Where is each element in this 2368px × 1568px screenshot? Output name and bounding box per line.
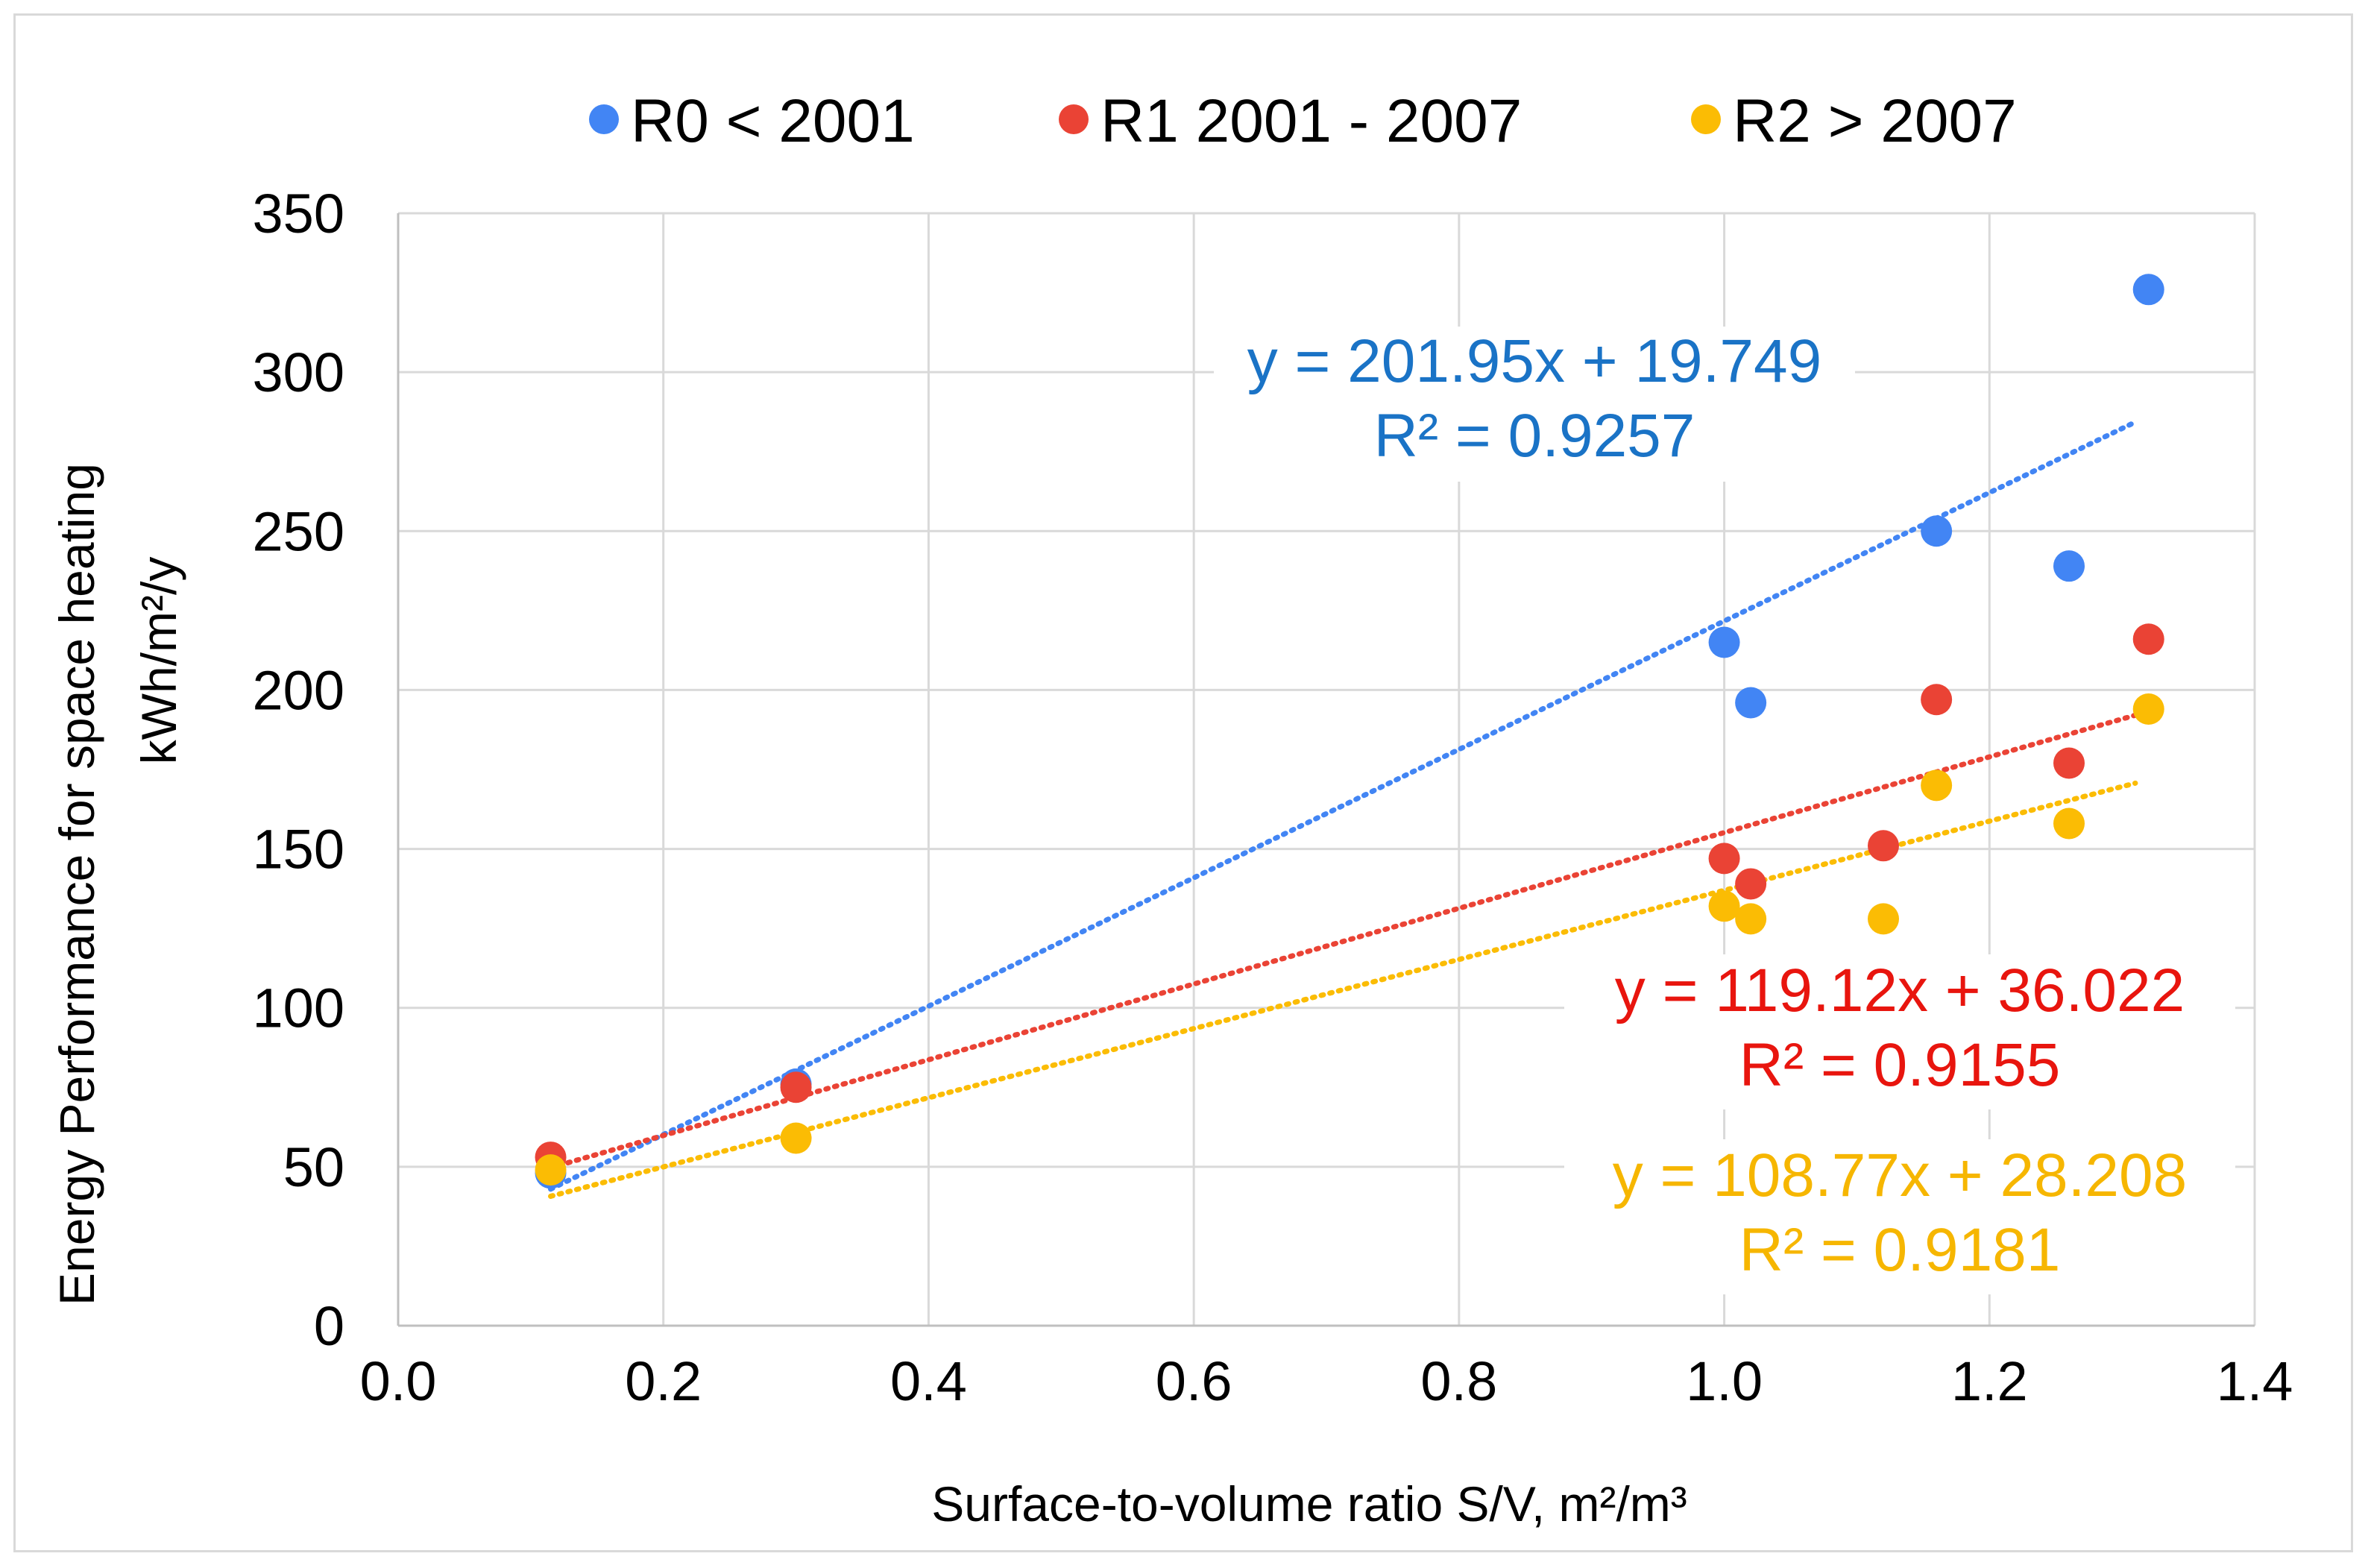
x-tick-label: 0.8 — [1420, 1350, 1497, 1412]
legend: R0 < 2001 R1 2001 - 2007 R2 > 2007 — [589, 87, 2017, 155]
data-point-series-0-3 — [1735, 687, 1767, 719]
legend-label-r2: R2 > 2007 — [1733, 87, 2017, 155]
trend-equation-r2: y = 108.77x + 28.208 — [1613, 1142, 2188, 1209]
trend-label-r2: y = 108.77x + 28.208 R² = 0.9181 — [1564, 1139, 2235, 1294]
data-point-series-1-1 — [780, 1071, 812, 1103]
trend-equation-r1: y = 119.12x + 36.022 — [1615, 957, 2185, 1024]
data-point-series-2-5 — [1921, 769, 1953, 802]
trend-r2-r0: R² = 0.9257 — [1374, 402, 1695, 470]
data-point-series-0-4 — [1921, 515, 1953, 547]
x-axis-title: Surface-to-volume ratio S/V, m²/m³ — [931, 1476, 1687, 1531]
x-tick-label: 0.0 — [360, 1350, 437, 1412]
data-point-series-2-7 — [2132, 693, 2164, 725]
x-tick-label: 0.4 — [890, 1350, 967, 1412]
y-tick-label: 350 — [253, 183, 344, 245]
data-point-series-1-3 — [1735, 868, 1767, 900]
x-tick-label: 1.0 — [1686, 1350, 1763, 1412]
x-tick-label: 1.4 — [2217, 1350, 2293, 1412]
trend-label-r0-bg — [1214, 327, 1855, 482]
data-point-series-1-6 — [2053, 747, 2085, 779]
x-tick-label: 0.2 — [625, 1350, 702, 1412]
legend-label-r1: R1 2001 - 2007 — [1100, 87, 1522, 155]
trendline-series-1 — [548, 712, 2138, 1171]
data-point-series-1-5 — [1921, 684, 1953, 716]
y-tick-label: 300 — [253, 341, 344, 403]
legend-label-r0: R0 < 2001 — [631, 87, 915, 155]
data-point-series-2-4 — [1868, 903, 1899, 935]
data-point-series-2-6 — [2053, 807, 2085, 840]
data-point-series-2-0 — [535, 1154, 567, 1186]
trend-label-r0: y = 201.95x + 19.749 R² = 0.9257 — [1214, 327, 1855, 482]
y-tick-label: 100 — [253, 977, 344, 1039]
legend-marker-r1 — [1059, 104, 1089, 134]
data-point-series-0-5 — [2053, 550, 2085, 582]
legend-marker-r2 — [1691, 104, 1721, 134]
trend-label-r1-bg — [1564, 954, 2235, 1109]
data-point-series-0-6 — [2132, 274, 2164, 306]
legend-marker-r0 — [589, 104, 619, 134]
chart-frame — [13, 13, 2353, 1552]
trend-equation-r0: y = 201.95x + 19.749 — [1247, 327, 1822, 395]
data-point-series-0-2 — [1708, 626, 1740, 658]
y-axis-title-line2: kWh/m²/y — [131, 557, 186, 765]
y-tick-label: 250 — [253, 500, 344, 562]
trend-label-r1: y = 119.12x + 36.022 R² = 0.9155 — [1564, 954, 2235, 1109]
data-point-series-2-1 — [780, 1122, 812, 1154]
y-tick-label: 0 — [314, 1295, 344, 1357]
y-axis-title-line1: Energy Performance for space heating — [49, 463, 104, 1306]
data-point-series-1-4 — [1868, 830, 1899, 862]
trend-label-r2-bg — [1564, 1139, 2235, 1294]
x-tick-label: 1.2 — [1951, 1350, 2028, 1412]
y-tick-label: 200 — [253, 659, 344, 721]
x-tick-label: 0.6 — [1156, 1350, 1232, 1412]
trend-r2-r1: R² = 0.9155 — [1739, 1031, 2061, 1099]
data-point-series-1-2 — [1708, 843, 1740, 875]
trend-r2-r2: R² = 0.9181 — [1739, 1216, 2061, 1284]
y-tick-label: 150 — [253, 819, 344, 881]
data-points — [535, 274, 2164, 1189]
data-point-series-2-3 — [1735, 903, 1767, 935]
data-point-series-1-7 — [2132, 623, 2164, 655]
y-tick-label: 50 — [283, 1136, 344, 1198]
data-point-series-2-2 — [1708, 890, 1740, 922]
trendline-series-0 — [548, 419, 2138, 1192]
axes: 0.0 0.2 0.4 0.6 0.8 1.0 1.2 1.4 0 50 100 150 200 250 3… — [253, 183, 2293, 1412]
